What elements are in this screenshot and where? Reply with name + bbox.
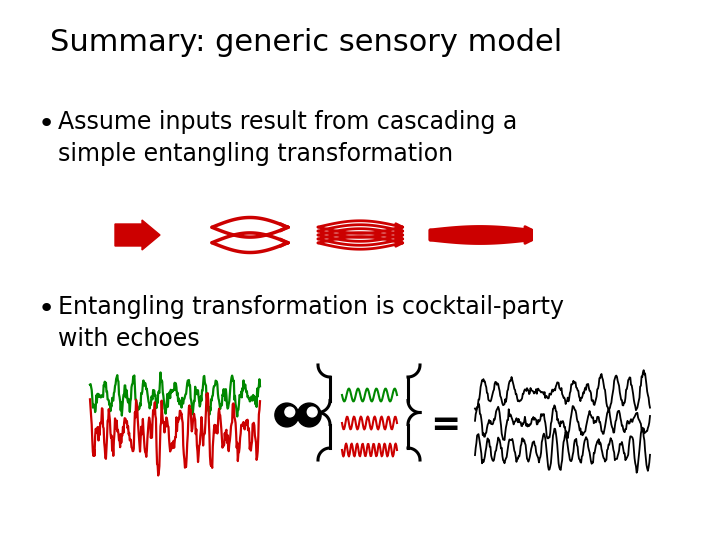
Text: •: • — [38, 295, 55, 323]
Circle shape — [285, 407, 294, 417]
Text: Assume inputs result from cascading a: Assume inputs result from cascading a — [58, 110, 517, 134]
FancyArrow shape — [115, 220, 160, 250]
Text: •: • — [38, 110, 55, 138]
Text: =: = — [430, 408, 460, 442]
Circle shape — [275, 403, 299, 427]
Text: Summary: generic sensory model: Summary: generic sensory model — [50, 28, 562, 57]
Text: simple entangling transformation: simple entangling transformation — [58, 142, 453, 166]
Circle shape — [297, 403, 321, 427]
Text: Entangling transformation is cocktail-party: Entangling transformation is cocktail-pa… — [58, 295, 564, 319]
Text: with echoes: with echoes — [58, 327, 199, 351]
Circle shape — [307, 407, 317, 417]
